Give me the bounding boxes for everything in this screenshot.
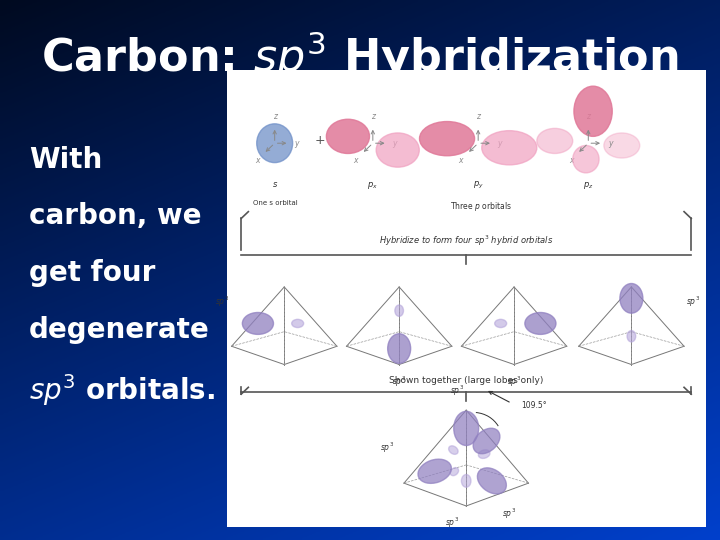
Text: $p_y$: $p_y$ — [473, 180, 484, 191]
Ellipse shape — [418, 459, 451, 483]
Ellipse shape — [495, 319, 507, 328]
Text: $sp^3$: $sp^3$ — [445, 516, 459, 530]
Text: carbon, we: carbon, we — [29, 202, 202, 231]
Text: 109.5°: 109.5° — [521, 401, 547, 410]
Ellipse shape — [243, 313, 274, 334]
Text: $sp^3$: $sp^3$ — [449, 384, 464, 398]
Text: Three $p$ orbitals: Three $p$ orbitals — [450, 200, 511, 213]
Ellipse shape — [477, 468, 506, 494]
Ellipse shape — [478, 450, 490, 458]
Ellipse shape — [326, 119, 369, 153]
Text: z: z — [586, 112, 590, 122]
Ellipse shape — [449, 446, 458, 454]
Ellipse shape — [574, 86, 612, 137]
Text: Carbon: $\mathit{sp}^3$ Hybridization: Carbon: $\mathit{sp}^3$ Hybridization — [41, 30, 679, 83]
Text: Hybridize to form four $\mathit{sp}^3$ hybrid orbitals: Hybridize to form four $\mathit{sp}^3$ h… — [379, 234, 554, 248]
Text: x: x — [569, 156, 573, 165]
Text: +: + — [315, 134, 325, 147]
Ellipse shape — [537, 129, 572, 153]
Text: x: x — [459, 156, 463, 165]
Text: One s orbital: One s orbital — [253, 200, 298, 206]
Text: z: z — [273, 112, 276, 122]
Ellipse shape — [462, 475, 471, 487]
Text: degenerate: degenerate — [29, 316, 210, 344]
Text: get four: get four — [29, 259, 156, 287]
Ellipse shape — [627, 330, 636, 342]
Ellipse shape — [395, 305, 403, 316]
Text: z: z — [476, 112, 480, 122]
Text: $s$: $s$ — [271, 180, 278, 188]
Text: x: x — [354, 156, 358, 165]
Ellipse shape — [454, 411, 479, 446]
Text: y: y — [498, 139, 502, 148]
Text: $p_z$: $p_z$ — [583, 180, 593, 191]
Ellipse shape — [604, 133, 640, 158]
Text: y: y — [294, 139, 299, 148]
Text: $sp^3$: $sp^3$ — [215, 295, 229, 309]
Text: $sp^3$: $sp^3$ — [502, 507, 516, 522]
Ellipse shape — [420, 122, 474, 156]
Text: $sp^3$: $sp^3$ — [392, 375, 406, 389]
Ellipse shape — [376, 133, 419, 167]
Text: $sp^3$: $sp^3$ — [686, 295, 701, 309]
Ellipse shape — [387, 334, 410, 363]
FancyBboxPatch shape — [227, 70, 706, 526]
Text: $sp^3$: $sp^3$ — [507, 375, 521, 389]
Ellipse shape — [482, 131, 537, 165]
Ellipse shape — [257, 124, 292, 163]
Text: z: z — [371, 112, 375, 122]
Text: Shown together (large lobes only): Shown together (large lobes only) — [389, 376, 544, 385]
Ellipse shape — [572, 145, 599, 173]
Ellipse shape — [450, 468, 459, 476]
Ellipse shape — [292, 319, 304, 328]
Text: With: With — [29, 146, 102, 174]
Text: $p_x$: $p_x$ — [367, 180, 378, 191]
Text: y: y — [608, 139, 612, 148]
Text: x: x — [255, 156, 260, 165]
Text: $\mathit{sp}^3$ orbitals.: $\mathit{sp}^3$ orbitals. — [29, 373, 215, 408]
Ellipse shape — [620, 284, 643, 313]
Text: $sp^3$: $sp^3$ — [380, 441, 395, 455]
Text: y: y — [392, 139, 397, 148]
Ellipse shape — [473, 428, 500, 454]
Ellipse shape — [525, 313, 556, 334]
